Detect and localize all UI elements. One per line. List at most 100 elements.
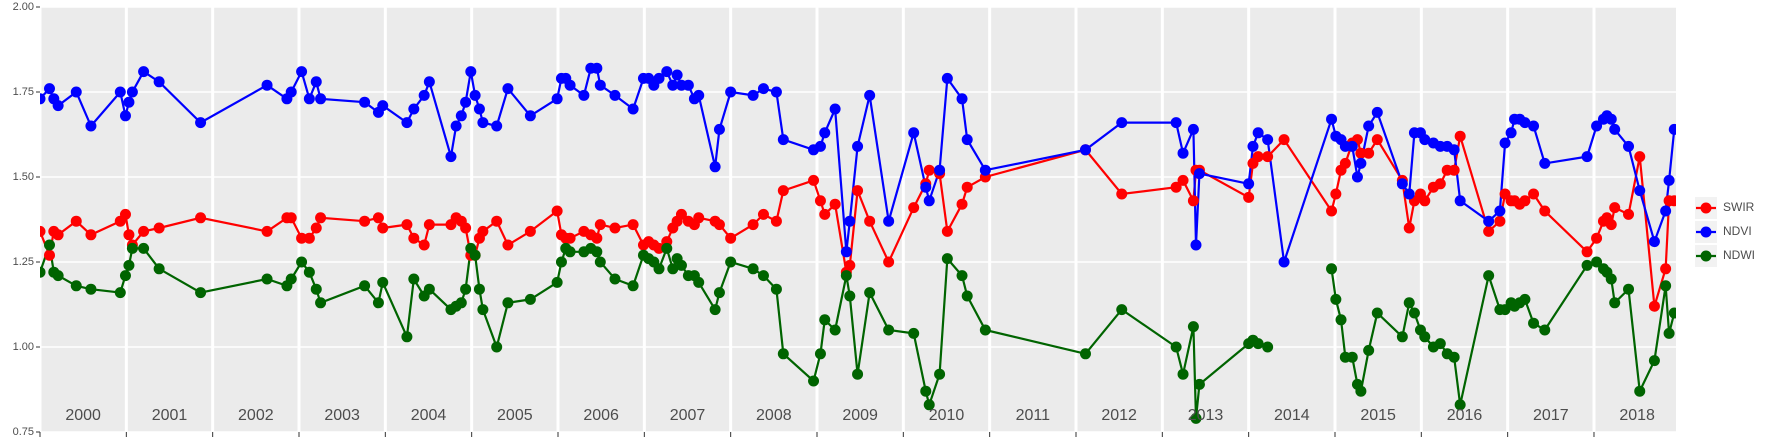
point <box>675 208 687 220</box>
point <box>310 283 322 295</box>
point <box>460 96 472 108</box>
point <box>315 297 327 309</box>
point <box>808 174 820 186</box>
point <box>1539 324 1551 336</box>
point <box>377 100 389 112</box>
point <box>473 283 485 295</box>
point <box>961 290 973 302</box>
point <box>1419 134 1431 146</box>
point <box>864 89 876 101</box>
point <box>40 225 46 237</box>
y-tick-label: 1.75 <box>13 86 34 98</box>
point <box>303 232 315 244</box>
point <box>491 341 503 353</box>
point <box>1116 117 1128 129</box>
point <box>43 249 55 261</box>
point <box>359 96 371 108</box>
point <box>667 263 679 275</box>
series-line <box>40 244 1676 419</box>
point <box>1190 239 1202 251</box>
point <box>864 215 876 227</box>
point <box>1591 256 1603 268</box>
point <box>1252 127 1264 139</box>
point <box>979 324 991 336</box>
point <box>961 181 973 193</box>
point <box>840 246 852 258</box>
point <box>1519 293 1531 305</box>
point <box>460 283 472 295</box>
point <box>1648 236 1660 248</box>
x-tick-label: 2006 <box>583 407 619 424</box>
point <box>956 93 968 105</box>
point <box>551 93 563 105</box>
point <box>1170 181 1182 193</box>
point <box>401 331 413 343</box>
point <box>883 215 895 227</box>
point <box>423 283 435 295</box>
point <box>819 127 831 139</box>
point <box>1634 185 1646 197</box>
point <box>1483 215 1495 227</box>
point <box>460 222 472 234</box>
point <box>709 161 721 173</box>
point <box>770 86 782 98</box>
point <box>1170 341 1182 353</box>
point <box>1591 232 1603 244</box>
axes: 0.75 1.00 1.25 1.50 1.75 2.00 2000 2001 2002 2003… <box>13 1 1655 438</box>
point <box>1499 137 1511 149</box>
point <box>465 66 477 78</box>
y-tick-label: 2.00 <box>13 1 34 13</box>
point <box>1371 307 1383 319</box>
point <box>85 120 97 132</box>
point <box>693 89 705 101</box>
point <box>1116 188 1128 200</box>
point <box>1371 134 1383 146</box>
legend-label: NDWI <box>1723 248 1755 262</box>
point <box>1660 205 1672 217</box>
point <box>627 280 639 292</box>
point <box>469 89 481 101</box>
point <box>52 270 64 282</box>
point <box>829 324 841 336</box>
point <box>725 256 737 268</box>
point <box>1539 157 1551 169</box>
point <box>1663 327 1675 339</box>
point <box>961 134 973 146</box>
x-tick-label: 2004 <box>411 407 447 424</box>
point <box>941 253 953 265</box>
legend-point <box>1700 226 1712 238</box>
point <box>1346 351 1358 363</box>
point <box>941 72 953 84</box>
point <box>844 290 856 302</box>
x-tick-label: 2009 <box>842 407 878 424</box>
point <box>1252 151 1264 163</box>
point <box>43 83 55 95</box>
point <box>1634 151 1646 163</box>
x-tick-label: 2013 <box>1188 407 1224 424</box>
point <box>296 232 308 244</box>
point <box>1591 120 1603 132</box>
point <box>713 219 725 231</box>
point <box>852 140 864 152</box>
point <box>777 348 789 360</box>
point <box>261 79 273 91</box>
point <box>770 215 782 227</box>
point <box>1193 168 1205 180</box>
x-tick-label: 2002 <box>238 407 274 424</box>
point <box>359 280 371 292</box>
point <box>594 256 606 268</box>
point <box>52 229 64 241</box>
point <box>377 222 389 234</box>
point <box>1648 300 1660 312</box>
point <box>713 287 725 299</box>
point <box>524 110 536 122</box>
point <box>138 66 150 78</box>
point <box>52 100 64 112</box>
point <box>1623 140 1635 152</box>
x-tick-label: 2005 <box>497 407 533 424</box>
point <box>709 304 721 316</box>
point <box>591 232 603 244</box>
point <box>1609 297 1621 309</box>
point <box>1177 147 1189 159</box>
